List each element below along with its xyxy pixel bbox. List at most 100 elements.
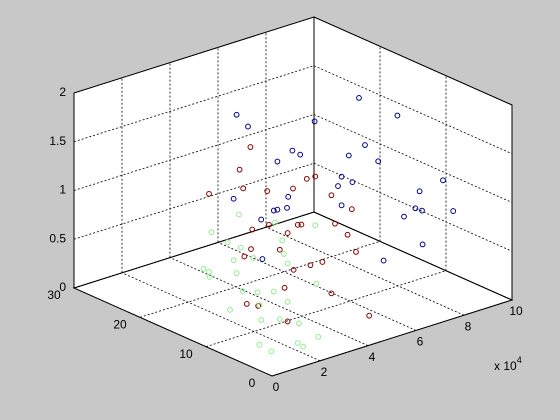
point xyxy=(270,288,277,295)
point xyxy=(315,333,322,340)
point xyxy=(236,166,243,173)
point xyxy=(241,253,248,260)
x-multiplier: x 104 xyxy=(494,355,522,373)
z-tick-label: 0.5 xyxy=(49,231,66,245)
point xyxy=(440,177,446,184)
y-tick-label: 0 xyxy=(249,376,256,390)
point xyxy=(250,255,257,261)
x-tick-label: 0 xyxy=(273,380,280,394)
point xyxy=(256,341,263,348)
point xyxy=(227,306,233,313)
x-grid-floor xyxy=(169,257,369,346)
point xyxy=(264,188,271,194)
point xyxy=(356,94,362,101)
point xyxy=(290,185,296,192)
point xyxy=(312,222,319,229)
point xyxy=(335,183,341,189)
point xyxy=(366,312,373,319)
point xyxy=(338,202,345,209)
point xyxy=(258,317,265,323)
point xyxy=(284,260,291,267)
z-tick-label: 2 xyxy=(59,85,66,99)
z-grid-wall-y xyxy=(73,162,315,240)
point xyxy=(230,195,237,202)
point xyxy=(307,262,314,269)
z-tick-label: 0 xyxy=(59,280,66,294)
y-grid-floor xyxy=(139,240,381,318)
point xyxy=(319,259,326,265)
z-grid-wall-x xyxy=(313,114,513,203)
point xyxy=(338,173,345,180)
point xyxy=(208,229,215,235)
point xyxy=(281,251,287,257)
point xyxy=(285,193,292,200)
point xyxy=(272,219,278,226)
x-multiplier-base: x 10 xyxy=(494,359,517,373)
point xyxy=(353,249,359,255)
point xyxy=(276,246,283,253)
point xyxy=(284,204,290,211)
point xyxy=(290,266,297,273)
point xyxy=(416,188,423,195)
point xyxy=(348,206,355,213)
x-tick-label: 8 xyxy=(465,319,472,333)
y-tick-label: 20 xyxy=(113,318,127,332)
y-grid-floor xyxy=(271,299,513,377)
point xyxy=(259,256,266,262)
point xyxy=(419,241,426,248)
z-grid-wall-x xyxy=(313,65,513,155)
point xyxy=(236,211,242,218)
point xyxy=(419,207,425,214)
point xyxy=(281,284,288,291)
x-tick-label: 10 xyxy=(509,304,523,318)
point xyxy=(284,230,291,236)
point xyxy=(328,290,335,297)
point xyxy=(284,299,291,305)
point xyxy=(296,320,302,327)
point xyxy=(274,206,281,213)
point xyxy=(375,158,382,165)
point xyxy=(233,111,240,118)
point xyxy=(200,265,207,272)
point xyxy=(247,144,254,150)
z-grid-wall-y xyxy=(73,114,315,191)
point xyxy=(344,231,351,238)
z-grid-wall-y xyxy=(73,16,315,94)
point xyxy=(332,220,338,227)
point xyxy=(312,173,319,180)
point xyxy=(294,221,301,228)
point xyxy=(349,179,356,186)
point xyxy=(450,208,457,214)
z-tick-label: 1.5 xyxy=(49,134,66,148)
point xyxy=(274,158,281,165)
point xyxy=(279,237,286,244)
point xyxy=(256,302,263,309)
point xyxy=(362,142,368,148)
point xyxy=(266,221,272,228)
point xyxy=(401,213,407,220)
x-grid-floor xyxy=(121,272,321,362)
point xyxy=(239,288,246,294)
point xyxy=(289,147,296,154)
y-tick-label: 30 xyxy=(47,288,61,302)
point xyxy=(394,112,401,119)
point xyxy=(240,185,247,192)
point xyxy=(380,257,387,264)
point xyxy=(254,289,261,296)
point xyxy=(311,118,318,125)
point xyxy=(328,192,335,199)
point xyxy=(206,190,212,197)
point xyxy=(297,151,304,158)
z-tick-label: 1 xyxy=(59,183,66,197)
points xyxy=(200,94,457,355)
point xyxy=(298,221,305,228)
point xyxy=(237,244,244,251)
x-tick-label: 4 xyxy=(369,350,376,364)
x-grid-floor xyxy=(265,226,465,316)
point xyxy=(224,239,231,246)
point xyxy=(249,226,256,233)
x-tick-label: 6 xyxy=(417,335,424,349)
x-multiplier-exponent: 4 xyxy=(517,355,522,365)
